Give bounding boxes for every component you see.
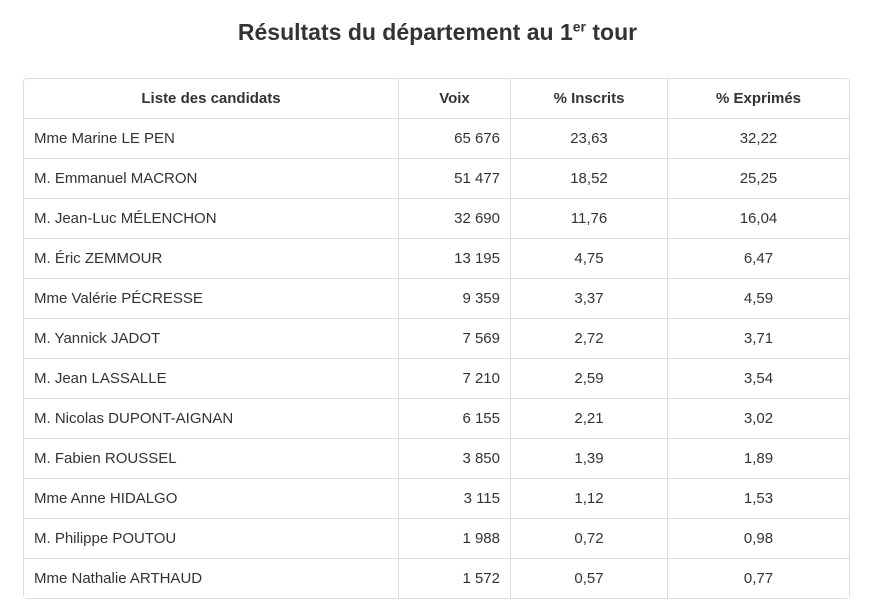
- exprimes-value: 3,54: [668, 359, 849, 399]
- page-title-superscript: er: [572, 18, 586, 35]
- page: { "title": { "prefix": "Résultats du dép…: [0, 18, 875, 602]
- candidate-name: M. Emmanuel MACRON: [24, 159, 399, 199]
- candidate-name: M. Nicolas DUPONT-AIGNAN: [24, 399, 399, 439]
- inscrits-value: 1,12: [511, 479, 668, 519]
- column-header-candidates: Liste des candidats: [24, 79, 399, 119]
- exprimes-value: 16,04: [668, 199, 849, 239]
- voix-value: 1 572: [399, 559, 511, 598]
- exprimes-value: 25,25: [668, 159, 849, 199]
- exprimes-value: 4,59: [668, 279, 849, 319]
- table-row: M. Yannick JADOT 7 569 2,72 3,71: [24, 319, 849, 359]
- table-row: Mme Valérie PÉCRESSE 9 359 3,37 4,59: [24, 279, 849, 319]
- table-row: Mme Anne HIDALGO 3 115 1,12 1,53: [24, 479, 849, 519]
- candidate-name: Mme Nathalie ARTHAUD: [24, 559, 399, 598]
- candidate-name: M. Yannick JADOT: [24, 319, 399, 359]
- candidate-name: M. Philippe POUTOU: [24, 519, 399, 559]
- inscrits-value: 2,21: [511, 399, 668, 439]
- inscrits-value: 0,57: [511, 559, 668, 598]
- inscrits-value: 4,75: [511, 239, 668, 279]
- candidate-name: Mme Marine LE PEN: [24, 119, 399, 159]
- exprimes-value: 6,47: [668, 239, 849, 279]
- voix-value: 7 210: [399, 359, 511, 399]
- table-row: M. Philippe POUTOU 1 988 0,72 0,98: [24, 519, 849, 559]
- results-table: Liste des candidats Voix % Inscrits % Ex…: [23, 78, 850, 599]
- table-row: M. Fabien ROUSSEL 3 850 1,39 1,89: [24, 439, 849, 479]
- table-row: Mme Marine LE PEN 65 676 23,63 32,22: [24, 119, 849, 159]
- table-row: M. Emmanuel MACRON 51 477 18,52 25,25: [24, 159, 849, 199]
- table-row: Mme Nathalie ARTHAUD 1 572 0,57 0,77: [24, 559, 849, 598]
- candidate-name: Mme Valérie PÉCRESSE: [24, 279, 399, 319]
- candidate-name: M. Éric ZEMMOUR: [24, 239, 399, 279]
- exprimes-value: 3,02: [668, 399, 849, 439]
- table-row: M. Éric ZEMMOUR 13 195 4,75 6,47: [24, 239, 849, 279]
- exprimes-value: 3,71: [668, 319, 849, 359]
- exprimes-value: 32,22: [668, 119, 849, 159]
- voix-value: 1 988: [399, 519, 511, 559]
- voix-value: 13 195: [399, 239, 511, 279]
- voix-value: 3 115: [399, 479, 511, 519]
- table-header-row: Liste des candidats Voix % Inscrits % Ex…: [24, 79, 849, 119]
- table-row: M. Jean LASSALLE 7 210 2,59 3,54: [24, 359, 849, 399]
- voix-value: 7 569: [399, 319, 511, 359]
- inscrits-value: 2,72: [511, 319, 668, 359]
- voix-value: 3 850: [399, 439, 511, 479]
- voix-value: 6 155: [399, 399, 511, 439]
- column-header-voix: Voix: [399, 79, 511, 119]
- page-title: Résultats du département au 1er tour: [0, 18, 875, 46]
- candidate-name: M. Jean LASSALLE: [24, 359, 399, 399]
- candidate-name: Mme Anne HIDALGO: [24, 479, 399, 519]
- page-title-prefix: Résultats du département au 1: [237, 19, 573, 45]
- voix-value: 32 690: [399, 199, 511, 239]
- exprimes-value: 0,77: [668, 559, 849, 598]
- inscrits-value: 23,63: [511, 119, 668, 159]
- voix-value: 9 359: [399, 279, 511, 319]
- page-title-suffix: tour: [585, 19, 638, 45]
- candidate-name: M. Fabien ROUSSEL: [24, 439, 399, 479]
- exprimes-value: 1,53: [668, 479, 849, 519]
- column-header-inscrits: % Inscrits: [511, 79, 668, 119]
- candidate-name: M. Jean-Luc MÉLENCHON: [24, 199, 399, 239]
- inscrits-value: 2,59: [511, 359, 668, 399]
- inscrits-value: 0,72: [511, 519, 668, 559]
- inscrits-value: 11,76: [511, 199, 668, 239]
- exprimes-value: 1,89: [668, 439, 849, 479]
- inscrits-value: 3,37: [511, 279, 668, 319]
- inscrits-value: 18,52: [511, 159, 668, 199]
- voix-value: 51 477: [399, 159, 511, 199]
- voix-value: 65 676: [399, 119, 511, 159]
- inscrits-value: 1,39: [511, 439, 668, 479]
- table-row: M. Jean-Luc MÉLENCHON 32 690 11,76 16,04: [24, 199, 849, 239]
- exprimes-value: 0,98: [668, 519, 849, 559]
- column-header-exprimes: % Exprimés: [668, 79, 849, 119]
- table-row: M. Nicolas DUPONT-AIGNAN 6 155 2,21 3,02: [24, 399, 849, 439]
